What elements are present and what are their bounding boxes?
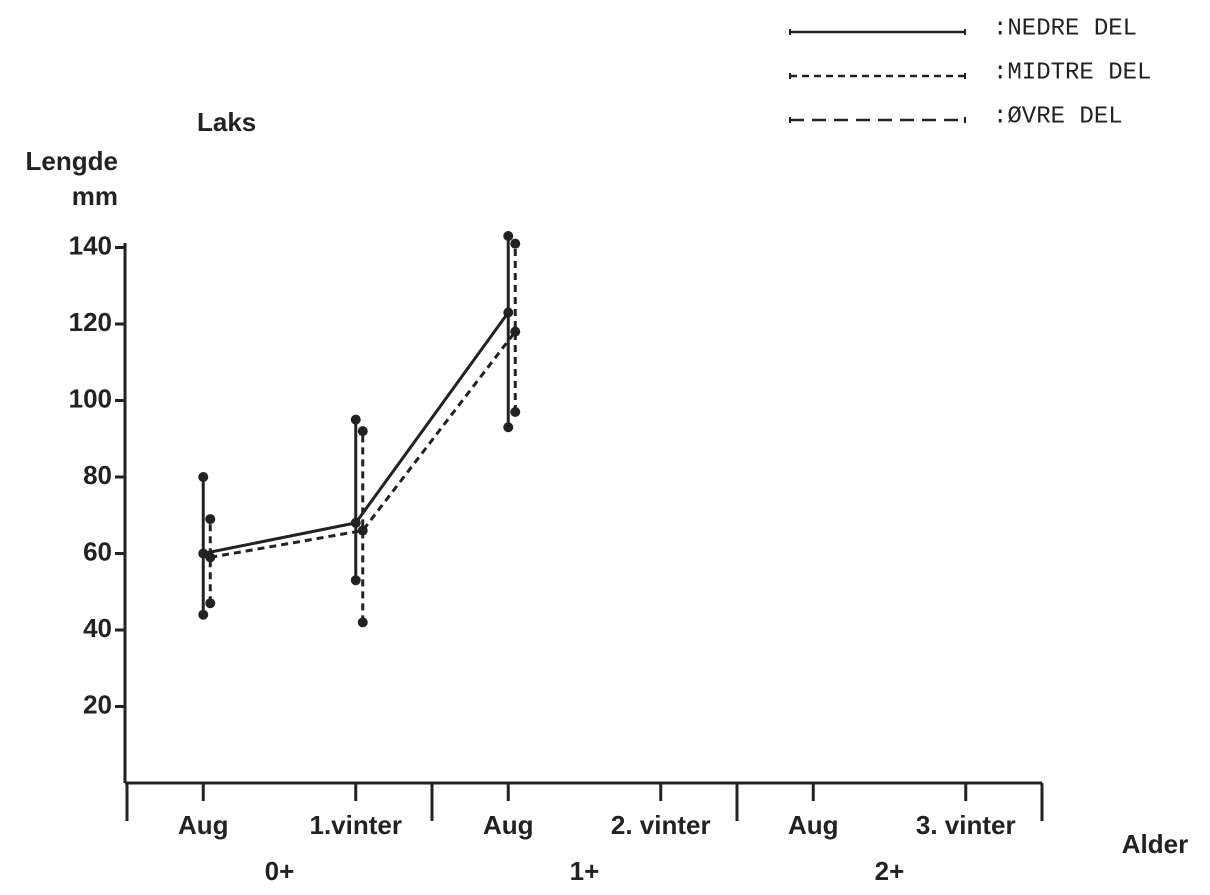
y-tick-label: 20 (83, 689, 112, 719)
error-low (510, 406, 521, 417)
x-tick-label: Aug (788, 810, 839, 840)
x-tick-label: Aug (178, 810, 229, 840)
error-high (205, 514, 216, 525)
point (357, 525, 368, 536)
error-low (350, 575, 361, 586)
x-tick-label: 3. vinter (916, 810, 1016, 840)
point (510, 326, 521, 337)
series-line (209, 330, 517, 559)
error-high (357, 426, 368, 437)
group-label: 1+ (570, 856, 600, 886)
legend-label: :MIDTRE DEL (993, 59, 1151, 86)
error-high (510, 238, 521, 249)
x-tick-label: 1.vinter (310, 810, 403, 840)
x-axis-label: Alder (1122, 829, 1188, 859)
error-low (357, 617, 368, 628)
group-label: 2+ (875, 856, 905, 886)
point (503, 307, 514, 318)
y-axis-label: Lengde (26, 146, 118, 176)
y-tick-label: 100 (69, 383, 112, 413)
y-axis-label: mm (72, 181, 118, 211)
y-tick-label: 140 (69, 230, 112, 260)
chart-title: Laks (197, 107, 256, 137)
point (205, 552, 216, 563)
x-tick-label: Aug (483, 810, 534, 840)
error-low (503, 422, 514, 433)
error-high (503, 231, 514, 242)
point (350, 517, 361, 528)
y-tick-label: 80 (83, 460, 112, 490)
y-tick-label: 120 (69, 307, 112, 337)
group-label: 0+ (265, 856, 295, 886)
error-low (198, 609, 209, 620)
legend-label: :ØVRE DEL (993, 103, 1123, 130)
y-tick-label: 60 (83, 536, 112, 566)
error-low (205, 598, 216, 609)
x-tick-label: 2. vinter (611, 810, 711, 840)
legend-label: :NEDRE DEL (993, 15, 1137, 42)
error-high (350, 414, 361, 425)
y-tick-label: 40 (83, 613, 112, 643)
error-high (198, 472, 209, 482)
